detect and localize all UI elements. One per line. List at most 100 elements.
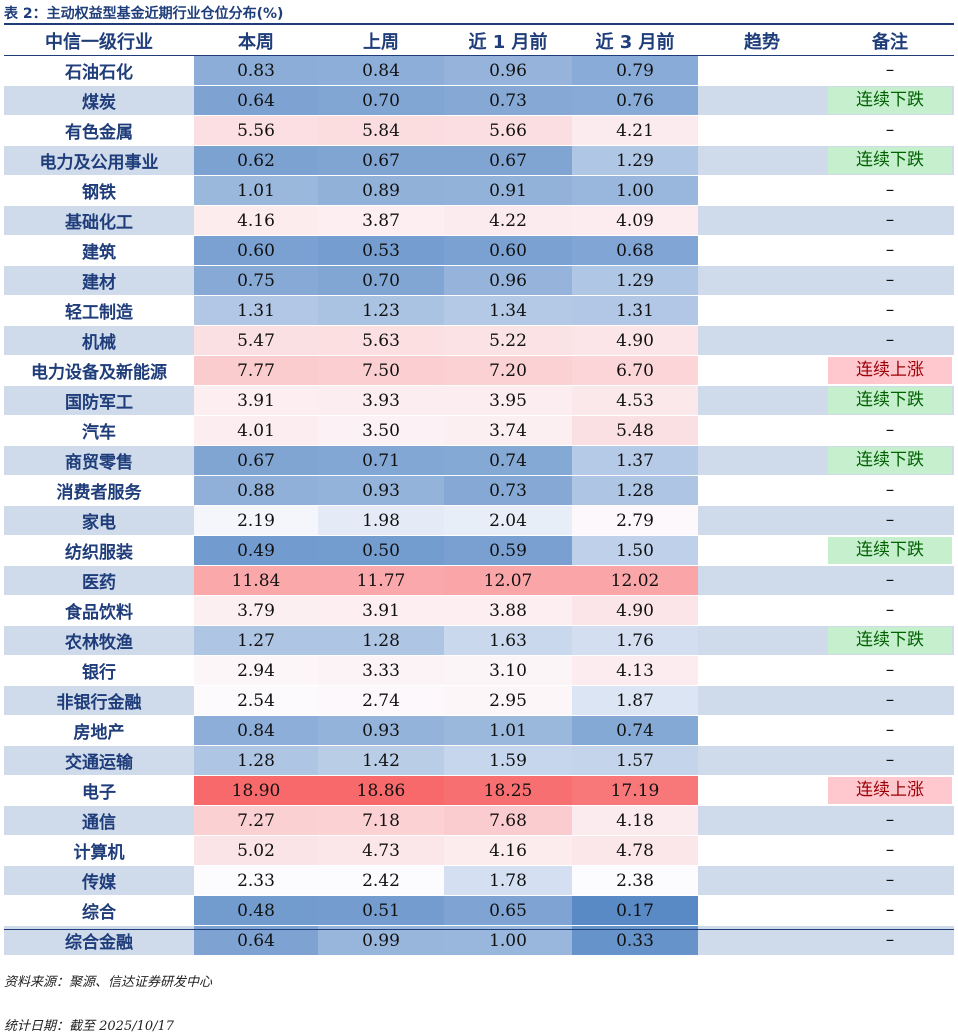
value-cell: 0.64 [194, 925, 318, 956]
value-cell: 1.98 [318, 505, 444, 536]
value-cell: 3.91 [318, 595, 444, 626]
value-cell: 1.59 [444, 745, 572, 776]
value-cell: 1.31 [194, 295, 318, 326]
note-cell: – [826, 205, 954, 236]
note-cell: 连续下跌 [826, 145, 954, 176]
industry-name: 通信 [4, 805, 194, 836]
table-row: 计算机 5.02 4.73 4.16 4.78 – [4, 835, 954, 866]
value-cell: 1.50 [572, 535, 698, 566]
table-title: 表 2：主动权益型基金近期行业仓位分布(%) [4, 6, 284, 22]
note-cell: 连续上涨 [826, 355, 954, 386]
header-note: 备注 [826, 26, 954, 56]
note-dash: – [885, 660, 895, 680]
trend-cell [698, 295, 826, 326]
table-row: 银行 2.94 3.33 3.10 4.13 – [4, 655, 954, 686]
value-cell: 4.18 [572, 805, 698, 836]
stat-date: 统计日期：截至 2025/10/17 [4, 1019, 175, 1034]
value-cell: 3.74 [444, 415, 572, 446]
note-badge: 连续上涨 [828, 777, 952, 804]
value-cell: 2.04 [444, 505, 572, 536]
trend-cell [698, 625, 826, 656]
table-row: 医药 11.84 11.77 12.07 12.02 – [4, 565, 954, 596]
table-row: 轻工制造 1.31 1.23 1.34 1.31– [4, 295, 954, 326]
value-cell: 0.74 [444, 445, 572, 476]
note-cell: – [826, 475, 954, 506]
table-row: 房地产 0.84 0.93 1.01 0.74 – [4, 715, 954, 746]
note-cell: – [826, 835, 954, 866]
note-badge: 连续下跌 [828, 537, 952, 564]
value-cell: 0.73 [444, 85, 572, 116]
note-cell: 连续下跌 [826, 625, 954, 656]
value-cell: 0.74 [572, 715, 698, 746]
industry-name: 食品饮料 [4, 595, 194, 626]
value-cell: 5.56 [194, 115, 318, 146]
value-cell: 7.27 [194, 805, 318, 836]
value-cell: 3.93 [318, 385, 444, 416]
industry-name: 电力及公用事业 [4, 145, 194, 176]
value-cell: 17.19 [572, 775, 698, 806]
trend-cell [698, 535, 826, 566]
value-cell: 4.21 [572, 115, 698, 146]
trend-cell [698, 895, 826, 926]
note-cell: – [826, 745, 954, 776]
value-cell: 0.60 [194, 235, 318, 266]
note-cell: 连续下跌 [826, 385, 954, 416]
trend-cell [698, 145, 826, 176]
value-cell: 0.33 [572, 925, 698, 956]
value-cell: 0.84 [194, 715, 318, 746]
value-cell: 3.50 [318, 415, 444, 446]
value-cell: 5.66 [444, 115, 572, 146]
header-trend: 趋势 [698, 26, 826, 56]
table-row: 家电 2.19 1.98 2.04 2.79 – [4, 505, 954, 536]
header-industry: 中信一级行业 [4, 26, 194, 56]
table-row: 非银行金融 2.54 2.74 2.95 1.87 – [4, 685, 954, 716]
header-3m-ago: 近 3 月前 [572, 26, 698, 56]
value-cell: 5.47 [194, 325, 318, 356]
note-cell: – [826, 265, 954, 296]
value-cell: 3.95 [444, 385, 572, 416]
value-cell: 1.29 [572, 265, 698, 296]
note-badge: 连续下跌 [828, 387, 952, 414]
table-row: 机械 5.47 5.63 5.22 4.90 – [4, 325, 954, 356]
trend-cell [698, 805, 826, 836]
value-cell: 1.01 [194, 175, 318, 206]
note-dash: – [885, 570, 895, 590]
note-cell: – [826, 925, 954, 956]
value-cell: 4.16 [444, 835, 572, 866]
industry-name: 农林牧渔 [4, 625, 194, 656]
table-row: 综合金融 0.64 0.99 1.00 0.33 – [4, 925, 954, 956]
value-cell: 2.94 [194, 655, 318, 686]
note-dash: – [885, 180, 895, 200]
value-cell: 3.33 [318, 655, 444, 686]
value-cell: 3.79 [194, 595, 318, 626]
value-cell: 5.02 [194, 835, 318, 866]
value-cell: 2.74 [318, 685, 444, 716]
value-cell: 0.70 [318, 85, 444, 116]
value-cell: 4.90 [572, 595, 698, 626]
industry-name: 煤炭 [4, 85, 194, 116]
note-dash: – [885, 270, 895, 290]
value-cell: 1.00 [572, 175, 698, 206]
value-cell: 1.00 [444, 925, 572, 956]
table-row: 综合 0.48 0.51 0.65 0.17 – [4, 895, 954, 926]
note-dash: – [885, 480, 895, 500]
industry-name: 房地产 [4, 715, 194, 746]
industry-name: 有色金属 [4, 115, 194, 146]
industry-name: 综合金融 [4, 925, 194, 956]
trend-cell [698, 115, 826, 146]
table-row: 电力及公用事业 0.62 0.67 0.67 1.29 连续下跌 [4, 145, 954, 176]
value-cell: 0.73 [444, 475, 572, 506]
value-cell: 7.18 [318, 805, 444, 836]
trend-cell [698, 565, 826, 596]
value-cell: 0.83 [194, 55, 318, 86]
table-row: 有色金属 5.56 5.84 5.66 4.21 – [4, 115, 954, 146]
value-cell: 4.73 [318, 835, 444, 866]
value-cell: 0.67 [318, 145, 444, 176]
trend-cell [698, 175, 826, 206]
value-cell: 6.70 [572, 355, 698, 386]
trend-cell [698, 595, 826, 626]
note-dash: – [885, 210, 895, 230]
value-cell: 2.79 [572, 505, 698, 536]
note-cell: – [826, 895, 954, 926]
trend-cell [698, 745, 826, 776]
